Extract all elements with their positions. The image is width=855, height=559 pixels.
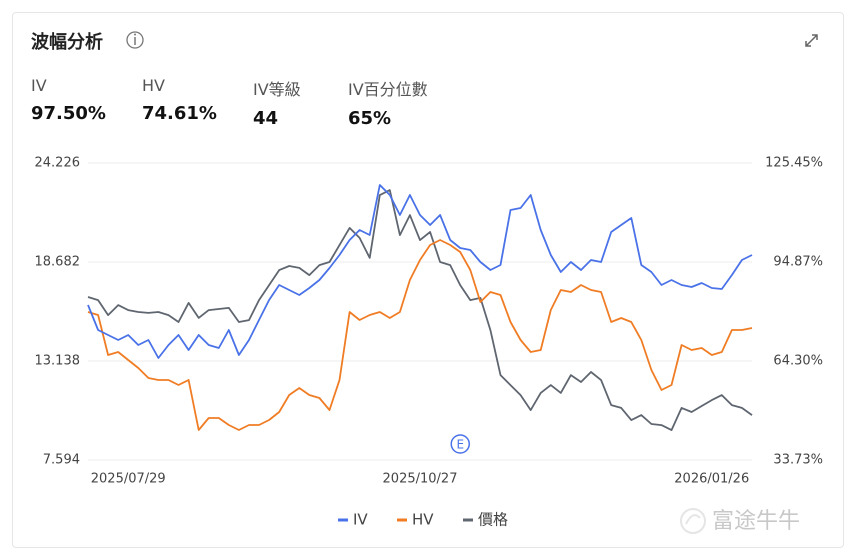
stat: IV百分位數 65%: [348, 76, 428, 129]
y2-tick-label: 33.73%: [773, 453, 823, 468]
annotation: E: [456, 438, 464, 452]
stat-label: IV: [31, 76, 47, 95]
expand-icon[interactable]: [805, 34, 818, 47]
card: [12, 12, 844, 548]
legend-label: HV: [412, 511, 434, 529]
x-tick-label: 2026/01/26: [674, 472, 749, 487]
x-tick-label: 2025/07/29: [91, 472, 166, 487]
stat: HV 74.61%: [142, 76, 217, 124]
y-tick-label: 7.594: [43, 453, 80, 468]
x-tick-label: 2025/10/27: [383, 472, 458, 487]
legend-label: IV: [353, 511, 368, 529]
stat-label: IV百分位數: [348, 80, 428, 99]
stat: IV 97.50%: [31, 76, 106, 124]
legend-label: 價格: [478, 511, 508, 529]
watermark: 富途牛牛: [712, 509, 800, 534]
series-line: [87, 184, 753, 359]
title: 波幅分析: [31, 32, 103, 53]
stat-label: HV: [142, 76, 165, 95]
stat: IV等級 44: [253, 76, 301, 129]
watermark-logo: [680, 508, 706, 534]
y-tick-label: 24.226: [35, 156, 81, 171]
stat-value: 65%: [348, 108, 392, 129]
y2-tick-label: 64.30%: [773, 354, 823, 369]
y-tick-label: 18.682: [35, 255, 81, 270]
y2-tick-label: 125.45%: [765, 156, 823, 171]
stat-value: 97.50%: [31, 103, 106, 124]
y2-tick-label: 94.87%: [773, 255, 823, 270]
annotation-marker: [450, 434, 470, 454]
info-icon[interactable]: [126, 31, 144, 49]
stat-value: 74.61%: [142, 103, 217, 124]
stat-label: IV等級: [253, 80, 301, 99]
y-tick-label: 13.138: [35, 354, 81, 369]
series-line: [87, 189, 753, 431]
stat-value: 44: [253, 108, 279, 129]
series-line: [87, 239, 753, 431]
